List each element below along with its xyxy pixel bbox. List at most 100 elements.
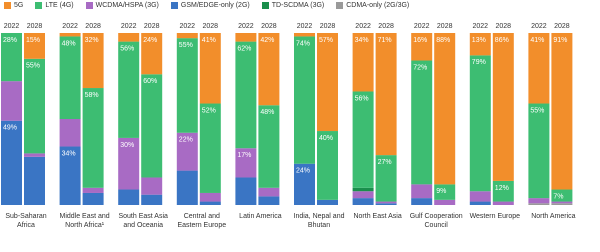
bar-segment bbox=[434, 199, 456, 205]
value-label: 41% bbox=[202, 37, 216, 44]
bar-segment bbox=[176, 33, 198, 39]
bar-segment bbox=[141, 33, 163, 75]
value-label: 24% bbox=[296, 168, 310, 175]
year-label: 2022 bbox=[62, 23, 78, 30]
legend-item: LTE (4G) bbox=[35, 2, 74, 9]
value-label: 55% bbox=[26, 63, 40, 70]
legend-swatch bbox=[85, 2, 93, 9]
bar-segment bbox=[375, 201, 397, 204]
value-label: 17% bbox=[237, 152, 251, 159]
bar-segment bbox=[118, 33, 140, 42]
bar-segment bbox=[82, 88, 104, 188]
bar-segment bbox=[199, 201, 221, 205]
x-category-label: Middle East and North Africa¹ bbox=[59, 213, 110, 229]
value-label: 62% bbox=[237, 45, 251, 52]
legend-item: WCDMA/HSPA (3G) bbox=[85, 2, 159, 9]
x-category-label: Latin America bbox=[239, 213, 282, 220]
legend-swatch bbox=[4, 2, 11, 9]
bar-segment bbox=[82, 192, 104, 205]
bar-segment bbox=[24, 33, 45, 59]
bar-segment bbox=[551, 201, 573, 204]
legend-label: CDMA-only (2G/3G) bbox=[346, 2, 410, 9]
bar-segment bbox=[317, 33, 338, 132]
value-label: 86% bbox=[495, 37, 509, 44]
bar-segment bbox=[118, 137, 140, 190]
bar-segment bbox=[375, 203, 397, 205]
value-label: 55% bbox=[530, 107, 544, 114]
year-label: 2028 bbox=[378, 23, 394, 30]
bar-segment bbox=[59, 36, 81, 119]
year-label: 2022 bbox=[4, 23, 20, 30]
bar-segment bbox=[24, 153, 45, 157]
x-category-label: Sub-Saharan Africa bbox=[5, 213, 47, 229]
bar-segment bbox=[235, 33, 257, 42]
legend-label: TD-SCDMA (3G) bbox=[271, 2, 325, 9]
bar-segment bbox=[352, 198, 374, 205]
year-label: 2022 bbox=[180, 23, 196, 30]
year-label: 2028 bbox=[554, 23, 570, 30]
bar-segment bbox=[258, 33, 280, 106]
year-label: 2022 bbox=[238, 23, 254, 30]
bar-segment bbox=[1, 81, 22, 121]
value-label: 34% bbox=[355, 37, 369, 44]
year-label: 2028 bbox=[27, 23, 43, 30]
value-label: 30% bbox=[120, 142, 134, 149]
x-category-label: Central and Eastern Europe bbox=[177, 213, 227, 229]
legend-item: GSM/EDGE-only (2G) bbox=[170, 2, 250, 9]
legend-label: LTE (4G) bbox=[45, 2, 74, 9]
bar-segment bbox=[375, 155, 397, 202]
legend: 5G LTE (4G) WCDMA/HSPA (3G) GSM/EDGE-only (… bbox=[4, 2, 409, 9]
bar-segment bbox=[199, 103, 221, 193]
year-label: 2028 bbox=[496, 23, 512, 30]
bar-segment bbox=[434, 33, 456, 185]
value-label: 72% bbox=[413, 64, 427, 71]
value-label: 48% bbox=[62, 40, 76, 47]
legend-swatch bbox=[336, 2, 344, 9]
bar-segment bbox=[294, 163, 315, 205]
year-label: 2022 bbox=[355, 23, 371, 30]
bar-segment bbox=[59, 119, 81, 147]
year-label: 2028 bbox=[261, 23, 277, 30]
bar-segment bbox=[411, 198, 433, 205]
bar-segment bbox=[528, 33, 550, 104]
bar-segment bbox=[82, 187, 104, 193]
year-label: 2022 bbox=[531, 23, 547, 30]
bar-segment bbox=[528, 103, 550, 199]
bar-segment bbox=[528, 203, 550, 205]
bar-segment bbox=[199, 192, 221, 202]
value-label: 27% bbox=[378, 159, 392, 166]
x-category-label: Western Europe bbox=[469, 213, 521, 220]
bar-segment bbox=[235, 148, 257, 178]
x-category-label: North East Asia bbox=[353, 213, 402, 220]
value-label: 74% bbox=[296, 40, 310, 47]
legend-label: GSM/EDGE-only (2G) bbox=[180, 2, 250, 9]
value-label: 12% bbox=[495, 185, 509, 192]
value-label: 34% bbox=[62, 150, 76, 157]
bar-segment bbox=[551, 189, 573, 202]
bar-segment bbox=[411, 60, 433, 185]
legend-swatch bbox=[261, 2, 269, 9]
bar-segment bbox=[528, 198, 550, 204]
value-label: 88% bbox=[436, 37, 450, 44]
bar-segment bbox=[411, 184, 433, 199]
bar-segment bbox=[492, 33, 514, 181]
value-label: 41% bbox=[530, 37, 544, 44]
value-label: 32% bbox=[85, 37, 99, 44]
value-label: 56% bbox=[120, 45, 134, 52]
bar-segment bbox=[352, 91, 374, 188]
x-category-label: India, Nepal and Bhutan bbox=[293, 213, 345, 229]
bar-segment bbox=[294, 36, 315, 164]
value-label: 7% bbox=[553, 193, 563, 200]
value-label: 24% bbox=[143, 37, 157, 44]
x-category-label: South East Asia and Oceania bbox=[118, 213, 168, 229]
bar-segment bbox=[469, 191, 491, 202]
bar-segment bbox=[551, 33, 573, 190]
legend-label: 5G bbox=[14, 2, 24, 9]
value-label: 79% bbox=[472, 59, 486, 66]
bar-segment bbox=[352, 187, 374, 192]
bar-segment bbox=[469, 55, 491, 192]
year-label: 2028 bbox=[203, 23, 219, 30]
value-label: 9% bbox=[436, 188, 446, 195]
bar-segment bbox=[59, 33, 81, 37]
